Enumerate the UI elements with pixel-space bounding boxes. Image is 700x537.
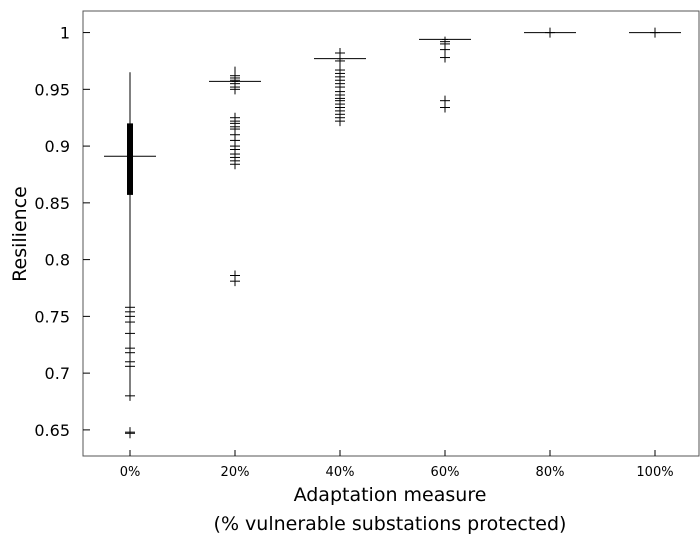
x-tick-label: 20% xyxy=(221,465,250,480)
y-tick-label: 0.9 xyxy=(45,137,70,156)
x-tick-label: 0% xyxy=(120,465,141,480)
x-axis: 0% 20% 40% 60% 80% 100% xyxy=(120,450,674,480)
x-tick-label: 80% xyxy=(536,465,565,480)
y-tick-label: 1 xyxy=(60,24,70,43)
box-group xyxy=(314,48,366,127)
plot-frame xyxy=(82,10,700,457)
y-tick-label: 0.95 xyxy=(34,80,70,99)
y-tick-label: 0.85 xyxy=(34,194,70,213)
y-tick-label: 0.7 xyxy=(45,364,70,383)
y-axis: 0.65 0.7 0.75 0.8 0.85 0.9 0.95 1 xyxy=(34,24,90,440)
box-group xyxy=(524,27,576,38)
x-tick-label: 100% xyxy=(636,465,673,480)
y-tick-label: 0.8 xyxy=(45,251,70,270)
x-axis-subtitle: (% vulnerable substations protected) xyxy=(214,513,567,535)
y-tick-label: 0.75 xyxy=(34,307,70,326)
box-group xyxy=(419,36,471,113)
y-axis-title: Resilience xyxy=(9,186,31,282)
x-tick-label: 60% xyxy=(431,465,460,480)
box-iqr xyxy=(127,123,133,195)
box-group xyxy=(209,66,261,287)
x-axis-title: Adaptation measure xyxy=(294,484,487,506)
plot-area xyxy=(104,27,681,439)
x-tick-label: 40% xyxy=(326,465,355,480)
box-group xyxy=(104,72,156,439)
box-group xyxy=(629,27,681,38)
y-tick-label: 0.65 xyxy=(34,421,70,440)
